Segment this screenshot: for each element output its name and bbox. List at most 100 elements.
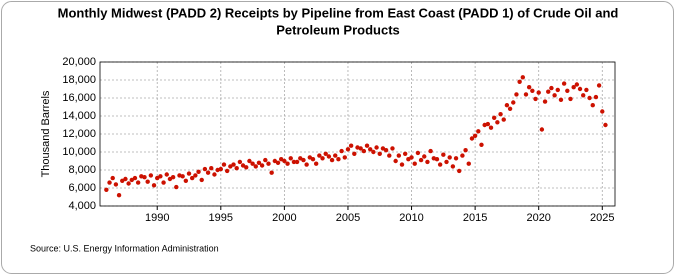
point (399, 162, 405, 167)
point (186, 171, 192, 176)
point (533, 96, 538, 102)
point (326, 154, 332, 159)
point (457, 168, 462, 174)
point (164, 172, 169, 177)
point (463, 148, 468, 153)
point (581, 93, 586, 98)
point (237, 159, 243, 165)
point (132, 175, 138, 181)
point (561, 81, 567, 86)
point (374, 145, 379, 150)
point (310, 157, 316, 162)
point (450, 164, 456, 169)
point (542, 99, 548, 104)
point (336, 157, 341, 162)
point (174, 184, 179, 190)
point (196, 169, 201, 174)
point (266, 161, 271, 166)
point (123, 176, 128, 182)
point (142, 175, 147, 180)
point (437, 162, 443, 167)
point (412, 161, 417, 166)
point (218, 166, 224, 172)
point (495, 120, 500, 125)
x-tick-label: 1990 (145, 212, 169, 224)
point (428, 148, 433, 154)
point (158, 174, 163, 179)
y-tick-label: 4,000 (68, 200, 96, 212)
point (447, 155, 452, 160)
point (294, 159, 300, 165)
point (275, 160, 281, 165)
point (466, 161, 471, 166)
point (161, 180, 166, 185)
point (507, 106, 513, 112)
point (199, 177, 204, 183)
point (269, 170, 274, 175)
point (460, 153, 465, 158)
point (113, 182, 119, 187)
point (170, 175, 176, 180)
point (291, 159, 297, 165)
point (368, 147, 373, 152)
point (224, 168, 230, 174)
point (285, 161, 290, 166)
point (520, 75, 526, 80)
point (212, 172, 217, 177)
x-tick-label: 2005 (336, 212, 360, 224)
point (571, 85, 576, 90)
point (259, 163, 265, 168)
point (358, 146, 363, 151)
source: Source: U.S. Energy Information Administ… (30, 243, 219, 253)
point (479, 142, 484, 147)
point (126, 181, 131, 186)
point (590, 103, 595, 108)
point (476, 129, 481, 134)
y-tick-label: 20,000 (62, 56, 96, 68)
point (603, 122, 608, 128)
point (148, 173, 154, 178)
point (180, 174, 185, 179)
point (422, 154, 427, 159)
x-tick-label: 2025 (590, 212, 614, 224)
point (116, 193, 122, 198)
point (523, 92, 529, 97)
point (244, 165, 249, 170)
point (526, 85, 532, 90)
point (348, 143, 354, 148)
point (247, 158, 252, 164)
point (301, 157, 306, 163)
point (304, 162, 309, 167)
point (587, 95, 592, 101)
point (333, 153, 338, 158)
point (434, 157, 440, 162)
point (189, 175, 195, 181)
x-tick-label: 2000 (272, 212, 296, 224)
point (250, 161, 255, 166)
point (205, 170, 211, 175)
point (107, 180, 112, 185)
point (288, 156, 293, 161)
point (313, 161, 319, 166)
chart-border (1, 1, 674, 274)
y-tick-label: 6,000 (68, 182, 96, 194)
point (536, 90, 541, 95)
point (491, 115, 497, 121)
y-tick-label: 10,000 (62, 146, 96, 158)
point (596, 83, 602, 88)
point (104, 187, 109, 192)
point (485, 121, 491, 127)
point (231, 162, 236, 167)
point (352, 151, 357, 156)
point (574, 82, 580, 87)
point (488, 125, 494, 130)
point (377, 151, 382, 156)
point (600, 109, 605, 114)
chart-title: Petroleum Products (276, 22, 400, 37)
point (320, 156, 325, 161)
point (329, 157, 335, 163)
point (469, 136, 475, 141)
x-tick-label: 2020 (526, 212, 550, 224)
point (472, 133, 478, 138)
